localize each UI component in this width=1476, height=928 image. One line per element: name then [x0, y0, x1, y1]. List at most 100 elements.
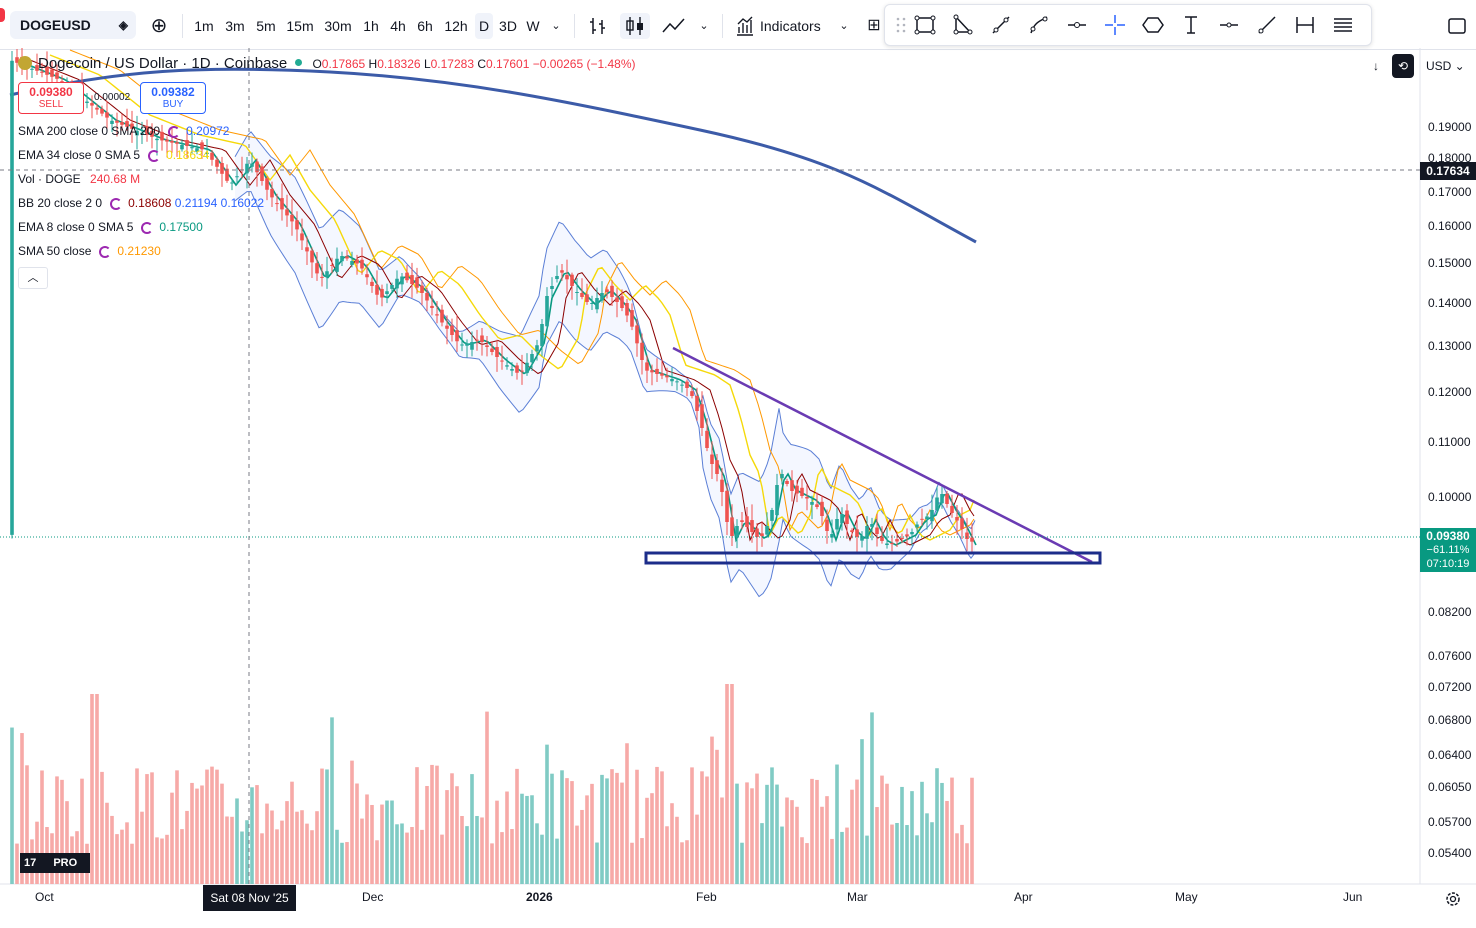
- volume-bar: [950, 777, 954, 884]
- price-tick: 0.07600: [1428, 649, 1472, 663]
- candle-body: [385, 291, 389, 295]
- volume-bar: [345, 842, 349, 884]
- rectangle-tool-icon[interactable]: [913, 13, 937, 37]
- volume-bar: [240, 831, 244, 884]
- candle-body: [135, 130, 139, 136]
- interval-1m[interactable]: 1m: [194, 18, 214, 34]
- candle-body: [545, 296, 549, 327]
- volume-bar: [305, 823, 309, 884]
- ellipse-tool-icon[interactable]: [1141, 13, 1165, 37]
- candle-body: [795, 485, 799, 494]
- arrow-down-icon[interactable]: ↓: [1373, 59, 1379, 73]
- candle-body: [465, 343, 469, 346]
- volume-bar: [715, 749, 719, 884]
- horizontal-line-icon[interactable]: [1217, 13, 1241, 37]
- indicator-ema34[interactable]: EMA 34 close 0 SMA 5 0.18634: [18, 148, 210, 162]
- volume-bar: [230, 816, 234, 884]
- horizontal-ray-icon[interactable]: [1065, 13, 1089, 37]
- interval-1h[interactable]: 1h: [363, 18, 379, 34]
- price-tick: 0.18000: [1428, 151, 1472, 165]
- chevron-down-icon[interactable]: ⌄: [699, 20, 709, 32]
- indicators-icon[interactable]: [734, 13, 756, 39]
- indicator-ema8[interactable]: EMA 8 close 0 SMA 5 0.17500: [18, 220, 203, 234]
- crosshair-tool-icon[interactable]: [1103, 13, 1127, 37]
- line-style-icon[interactable]: [660, 13, 688, 39]
- volume-bar: [870, 712, 874, 884]
- candle-body: [140, 132, 144, 135]
- interval-1w[interactable]: W: [526, 18, 540, 34]
- volume-bar: [410, 826, 414, 884]
- volume-bar: [795, 806, 799, 884]
- chevron-down-icon[interactable]: ⌄: [839, 20, 849, 32]
- interval-15m[interactable]: 15m: [286, 18, 314, 34]
- indicator-sma50[interactable]: SMA 50 close 0.21230: [18, 244, 161, 258]
- candle-body: [370, 281, 374, 286]
- buy-button[interactable]: 0.09382 BUY: [140, 82, 206, 114]
- sell-button[interactable]: 0.09380 SELL: [18, 82, 84, 114]
- volume-bar: [425, 785, 429, 884]
- templates-icon[interactable]: ⊞: [867, 17, 881, 34]
- interval-4h[interactable]: 4h: [390, 18, 406, 34]
- candle-body: [900, 537, 904, 539]
- candle-body: [530, 354, 534, 363]
- ray-tool-icon[interactable]: [1255, 13, 1279, 37]
- indicator-volume[interactable]: Vol · DOGE 240.68 M: [18, 172, 141, 186]
- volume-bar: [595, 842, 599, 884]
- candle-body: [100, 108, 104, 114]
- currency-select[interactable]: USD ⌄: [1426, 59, 1465, 73]
- indicators-button[interactable]: Indicators: [760, 18, 821, 34]
- candle-body: [615, 297, 619, 302]
- indicator-sma200[interactable]: SMA 200 close 0 SMA 200 0.20972: [18, 124, 230, 138]
- price-chart[interactable]: [0, 48, 1476, 928]
- volume-bar: [255, 785, 259, 884]
- volume-bar: [900, 786, 904, 884]
- price-range-icon[interactable]: [1293, 13, 1317, 37]
- volume-bars: [10, 684, 974, 884]
- fullscreen-icon[interactable]: [1446, 15, 1468, 37]
- candle-body: [700, 404, 704, 428]
- bars-style-icon[interactable]: [586, 13, 610, 39]
- curve-tool-icon[interactable]: [1027, 13, 1051, 37]
- candle-body: [890, 543, 894, 545]
- volume-bar: [780, 826, 784, 884]
- candle-body: [250, 163, 254, 167]
- symbol-legend[interactable]: Dogecoin / US Dollar · 1D · Coinbase O0.…: [18, 55, 636, 72]
- chevron-down-icon[interactable]: ⌄: [551, 20, 561, 32]
- candle-body: [55, 72, 59, 79]
- add-symbol-icon[interactable]: ⊕: [150, 15, 168, 37]
- triangle-tool-icon[interactable]: [951, 13, 975, 37]
- interval-5m[interactable]: 5m: [256, 18, 276, 34]
- auto-scale-icon[interactable]: ⟲: [1392, 54, 1414, 78]
- interval-3m[interactable]: 3m: [225, 18, 245, 34]
- volume-bar: [760, 823, 764, 884]
- interval-6h[interactable]: 6h: [417, 18, 433, 34]
- volume-bar: [330, 717, 334, 884]
- volume-bar: [770, 767, 774, 884]
- collapse-legend-button[interactable]: ︿: [18, 267, 48, 289]
- volume-bar: [170, 792, 174, 884]
- candle-body: [280, 198, 284, 210]
- drag-handle-icon[interactable]: [889, 13, 913, 37]
- candle-body: [925, 516, 929, 520]
- candle-body: [395, 278, 399, 289]
- volume-bar: [35, 821, 39, 884]
- trendline-tool-icon[interactable]: [989, 13, 1013, 37]
- compare-diamond-icon[interactable]: ◈: [118, 18, 128, 32]
- interval-3d[interactable]: 3D: [499, 18, 517, 34]
- volume-bar: [660, 771, 664, 884]
- indicator-bb[interactable]: BB 20 close 2 0 0.18608 0.21194 0.16022: [18, 196, 265, 210]
- candle-body: [735, 526, 739, 538]
- more-tools-icon[interactable]: [1331, 13, 1355, 37]
- tradingview-logo[interactable]: 17 PRO: [20, 853, 90, 873]
- interval-12h[interactable]: 12h: [444, 18, 468, 34]
- interval-1d[interactable]: D: [475, 13, 493, 39]
- settings-gear-icon[interactable]: [1444, 890, 1462, 908]
- interval-30m[interactable]: 30m: [324, 18, 352, 34]
- symbol-search-button[interactable]: DOGEUSD ◈: [10, 11, 136, 39]
- candle-body: [540, 324, 544, 347]
- volume-bar: [475, 815, 479, 884]
- candle-body: [285, 209, 289, 216]
- volume-bar: [965, 843, 969, 884]
- text-tool-icon[interactable]: [1179, 13, 1203, 37]
- candles-style-icon[interactable]: [620, 13, 650, 39]
